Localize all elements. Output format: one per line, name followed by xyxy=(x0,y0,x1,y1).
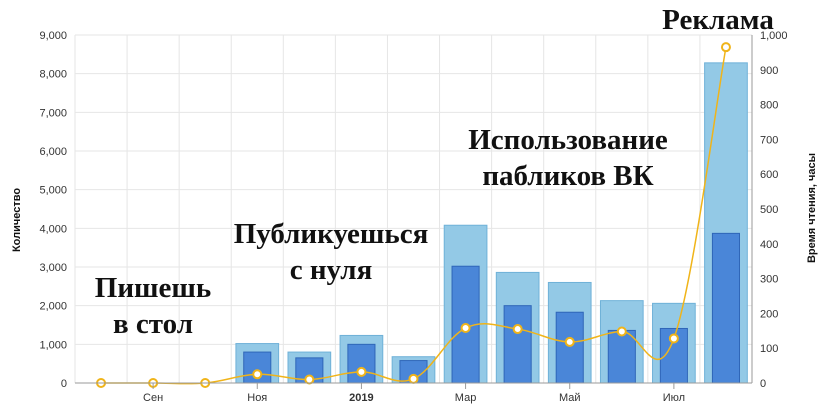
y-tick-label-left: 1,000 xyxy=(39,339,67,351)
annotation-write-line1: Пишешь xyxy=(94,272,212,304)
line-point xyxy=(252,369,263,380)
x-tick-label: Ноя xyxy=(247,392,267,404)
annotation-vk: Использование пабликов ВК xyxy=(452,122,684,194)
line-point xyxy=(304,374,315,385)
line-point xyxy=(668,333,679,344)
line-point xyxy=(616,326,627,337)
y-tick-label-right: 1,000 xyxy=(760,30,788,42)
x-tick-label: Сен xyxy=(143,392,163,404)
y-tick-label-left: 0 xyxy=(61,378,67,390)
line-series xyxy=(96,42,731,388)
y-tick-label-left: 9,000 xyxy=(39,30,67,42)
y-tick-label-right: 400 xyxy=(760,239,778,251)
annotation-vk-line2: пабликов ВК xyxy=(482,160,654,192)
y-tick-label-right: 700 xyxy=(760,134,778,146)
annotation-publish-line2: с нуля xyxy=(289,254,373,286)
y-tick-label-left: 5,000 xyxy=(39,185,67,197)
x-tick-label: Мар xyxy=(455,392,477,404)
y-tick-label-left: 3,000 xyxy=(39,262,67,274)
y-tick-label-left: 2,000 xyxy=(39,301,67,313)
y-tick-label-right: 500 xyxy=(760,204,778,216)
line-point xyxy=(512,324,523,335)
bar-front xyxy=(347,343,376,384)
y-tick-label-right: 300 xyxy=(760,274,778,286)
y-axis-title-right: Время чтения, часы xyxy=(806,153,818,263)
line-point xyxy=(460,323,471,334)
x-tick-label: Май xyxy=(559,392,581,404)
line-path xyxy=(101,47,727,385)
x-tick-label: 2019 xyxy=(349,392,373,404)
bar-front xyxy=(555,311,584,384)
axes xyxy=(75,35,753,389)
y-tick-label-right: 0 xyxy=(760,378,766,390)
line-point xyxy=(564,336,575,347)
line-point xyxy=(408,373,419,384)
annotation-publish-line1: Публикуешься xyxy=(233,218,429,250)
y-tick-label-left: 6,000 xyxy=(39,146,67,158)
y-tick-label-right: 200 xyxy=(760,308,778,320)
line-point xyxy=(720,42,731,53)
bar-front xyxy=(607,329,636,384)
x-tick-label: Июл xyxy=(663,392,685,404)
bar-front xyxy=(711,232,741,384)
y-tick-label-left: 4,000 xyxy=(39,223,67,235)
annotation-ads: Реклама xyxy=(648,2,788,38)
annotation-write-line2: в стол xyxy=(112,308,194,340)
y-tick-label-right: 600 xyxy=(760,169,778,181)
y-tick-label-left: 7,000 xyxy=(39,107,67,119)
y-tick-label-left: 8,000 xyxy=(39,69,67,81)
bar-front xyxy=(503,305,532,384)
y-tick-label-right: 800 xyxy=(760,100,778,112)
y-tick-label-right: 100 xyxy=(760,343,778,355)
y-tick-label-right: 900 xyxy=(760,65,778,77)
annotation-vk-line1: Использование xyxy=(468,124,668,156)
annotation-publish: Публикуешься с нуля xyxy=(220,216,442,288)
line-point xyxy=(356,366,367,377)
tick-labels: 0 1,000 2,000 3,000 4,000 5,000 6,000 7,000 8,00… xyxy=(39,30,787,404)
gridlines xyxy=(74,34,753,384)
annotation-write: Пишешь в стол xyxy=(82,270,224,342)
y-axis-title-left: Количество xyxy=(11,188,23,252)
annotation-ads-text: Реклама xyxy=(662,4,774,36)
